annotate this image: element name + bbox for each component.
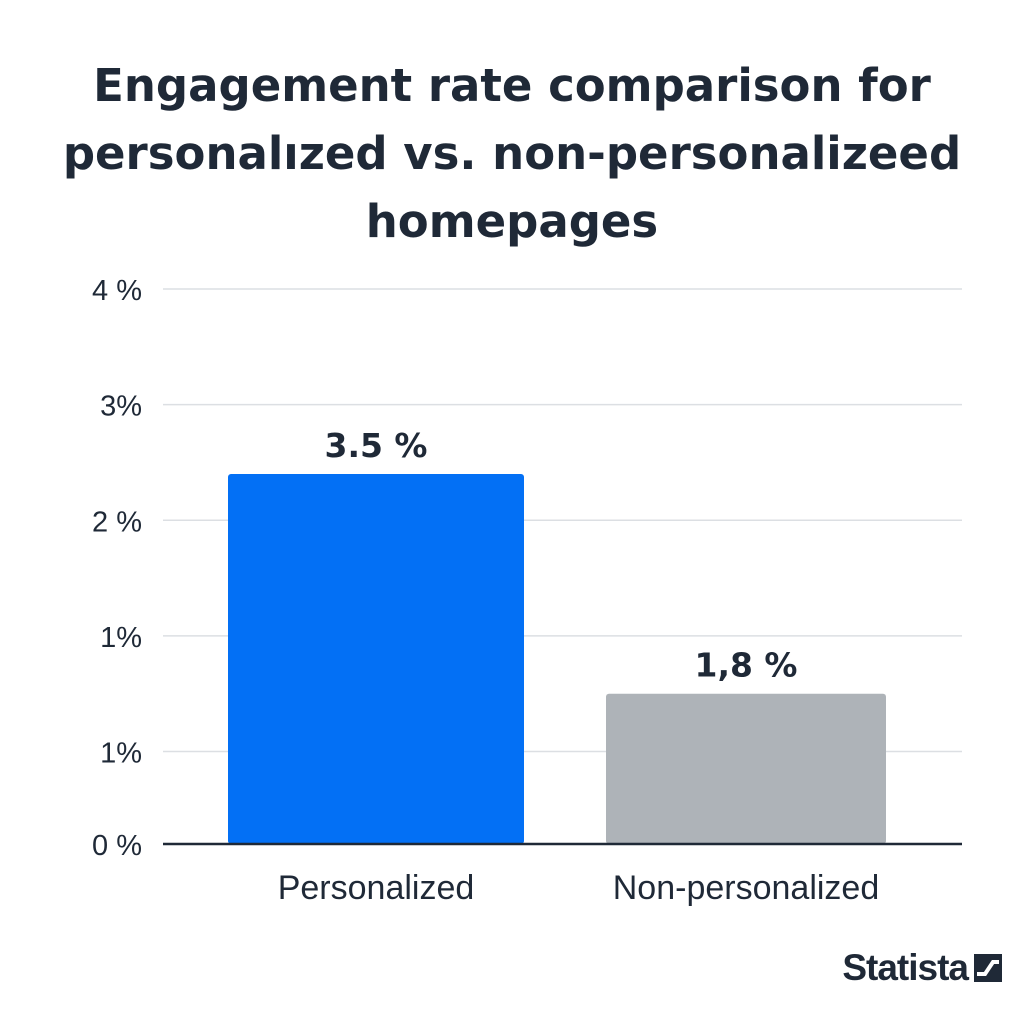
chart-title-line: personalızed vs. non-personalizeed [62,127,962,180]
data-label: 3.5 % [324,426,427,465]
chart-title-line: Engagement rate comparison for [93,59,931,112]
x-tick-label: Personalized [278,869,475,907]
y-tick-label: 4 % [92,275,142,307]
x-tick-label: Non-personalized [613,869,880,907]
y-tick-label: 3% [100,391,142,423]
chart-title: Engagement rate comparison for personalı… [40,52,984,256]
y-tick-label: 0 % [92,830,142,862]
statista-logo-icon [974,954,1002,982]
chart-title-line: homepages [365,195,659,248]
bar-non-personalized [606,693,886,844]
y-tick-label: 1% [100,622,142,654]
y-tick-label: 1% [100,738,142,770]
data-label: 1,8 % [694,646,797,685]
bar-personalized [228,474,524,844]
brand-name: Statista [842,947,969,988]
statista-logo: Statista [842,947,1002,988]
y-tick-label: 2 % [92,506,142,538]
